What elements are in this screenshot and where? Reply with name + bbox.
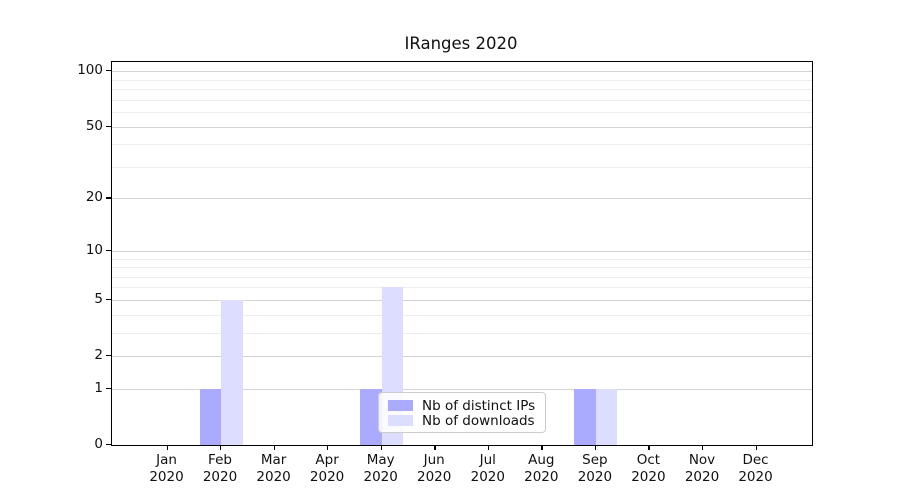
- x-tick-mark: [648, 445, 650, 450]
- x-tick-label: Feb 2020: [175, 452, 265, 485]
- chart-title: IRanges 2020: [404, 34, 518, 53]
- x-tick-mark: [487, 445, 490, 450]
- y-tick-label: 5: [94, 290, 103, 307]
- x-tick-year-label: 2020: [363, 468, 398, 485]
- y-tick-mark: [106, 125, 111, 127]
- x-tick-year-label: 2020: [524, 468, 559, 485]
- y-tick-label: 0: [94, 436, 103, 452]
- bar-sep-downloads: [595, 388, 618, 445]
- legend: Nb of distinct IPs Nb of downloads: [378, 392, 546, 433]
- major-gridline: [112, 126, 812, 128]
- x-tick-mark: [755, 445, 757, 450]
- x-tick-year-label: 2020: [631, 468, 666, 485]
- x-tick-label: Jan 2020: [122, 452, 212, 485]
- major-gridline: [112, 299, 812, 301]
- legend-label: Nb of downloads: [422, 412, 535, 429]
- legend-item-distinct-ips: Nb of distinct IPs: [388, 397, 537, 414]
- x-tick-label: Apr 2020: [282, 452, 372, 485]
- major-gridline: [112, 356, 812, 357]
- y-tick-label: 1: [94, 379, 103, 396]
- y-tick-label: 10: [85, 241, 103, 258]
- x-tick-label: Mar 2020: [229, 452, 319, 485]
- x-tick-year-label: 2020: [577, 468, 613, 485]
- minor-gridline: [112, 276, 812, 278]
- major-gridline: [112, 250, 812, 252]
- minor-gridline: [112, 258, 812, 260]
- x-tick-mark: [327, 445, 329, 450]
- x-tick-year-label: 2020: [149, 468, 184, 485]
- legend-swatch-icon: [388, 400, 413, 411]
- y-tick-mark: [106, 298, 111, 301]
- major-gridline: [112, 71, 812, 73]
- x-tick-year-label: 2020: [309, 468, 345, 485]
- bar-feb-distinct-ips: [199, 388, 221, 445]
- y-tick-mark: [106, 70, 111, 72]
- y-tick-mark: [106, 249, 111, 252]
- x-tick-year-label: 2020: [256, 468, 291, 485]
- minor-gridline: [112, 332, 812, 334]
- x-tick-mark: [541, 445, 543, 450]
- y-tick-label: 100: [77, 62, 103, 79]
- y-tick-mark: [106, 355, 111, 357]
- x-tick-year-label: 2020: [738, 468, 773, 485]
- plot-area: [111, 61, 813, 446]
- bar-may-distinct-ips: [360, 388, 382, 445]
- minor-gridline: [112, 79, 812, 81]
- x-tick-mark: [273, 445, 275, 450]
- x-tick-mark: [220, 445, 222, 450]
- bar-feb-downloads: [221, 299, 243, 445]
- bar-sep-distinct-ips: [574, 388, 596, 445]
- y-tick-label: 50: [85, 117, 103, 134]
- legend-item-downloads: Nb of downloads: [388, 412, 537, 429]
- minor-gridline: [112, 111, 812, 113]
- legend-label: Nb of distinct IPs: [422, 397, 536, 414]
- y-tick-mark: [106, 444, 111, 446]
- y-tick-mark: [106, 387, 111, 390]
- x-tick-label: Oct 2020: [603, 452, 693, 485]
- x-tick-label: Sep 2020: [550, 452, 640, 485]
- minor-gridline: [112, 287, 812, 289]
- minor-gridline: [112, 267, 812, 268]
- major-gridline: [112, 388, 812, 390]
- x-tick-label: Dec 2020: [711, 452, 801, 485]
- minor-gridline: [112, 89, 812, 90]
- x-tick-year-label: 2020: [470, 468, 505, 485]
- x-tick-label: Jul 2020: [443, 452, 533, 485]
- x-tick-year-label: 2020: [684, 468, 720, 485]
- y-tick-mark: [106, 197, 111, 199]
- x-tick-mark: [702, 445, 704, 450]
- major-gridline: [112, 198, 812, 200]
- y-tick-label: 20: [85, 189, 103, 206]
- x-tick-mark: [434, 445, 436, 450]
- legend-swatch-icon: [388, 415, 413, 426]
- x-tick-mark: [380, 445, 383, 450]
- y-tick-label: 2: [94, 347, 103, 363]
- minor-gridline: [112, 99, 812, 101]
- x-tick-label: May 2020: [336, 452, 426, 485]
- x-tick-year-label: 2020: [202, 468, 238, 485]
- x-tick-label: Aug 2020: [496, 452, 586, 485]
- minor-gridline: [112, 314, 812, 316]
- x-tick-mark: [166, 445, 168, 450]
- x-tick-label: Nov 2020: [657, 452, 747, 485]
- x-tick-year-label: 2020: [417, 468, 452, 485]
- x-tick-label: Jun 2020: [389, 452, 479, 485]
- x-tick-mark: [594, 445, 597, 450]
- minor-gridline: [112, 144, 812, 146]
- minor-gridline: [112, 166, 812, 168]
